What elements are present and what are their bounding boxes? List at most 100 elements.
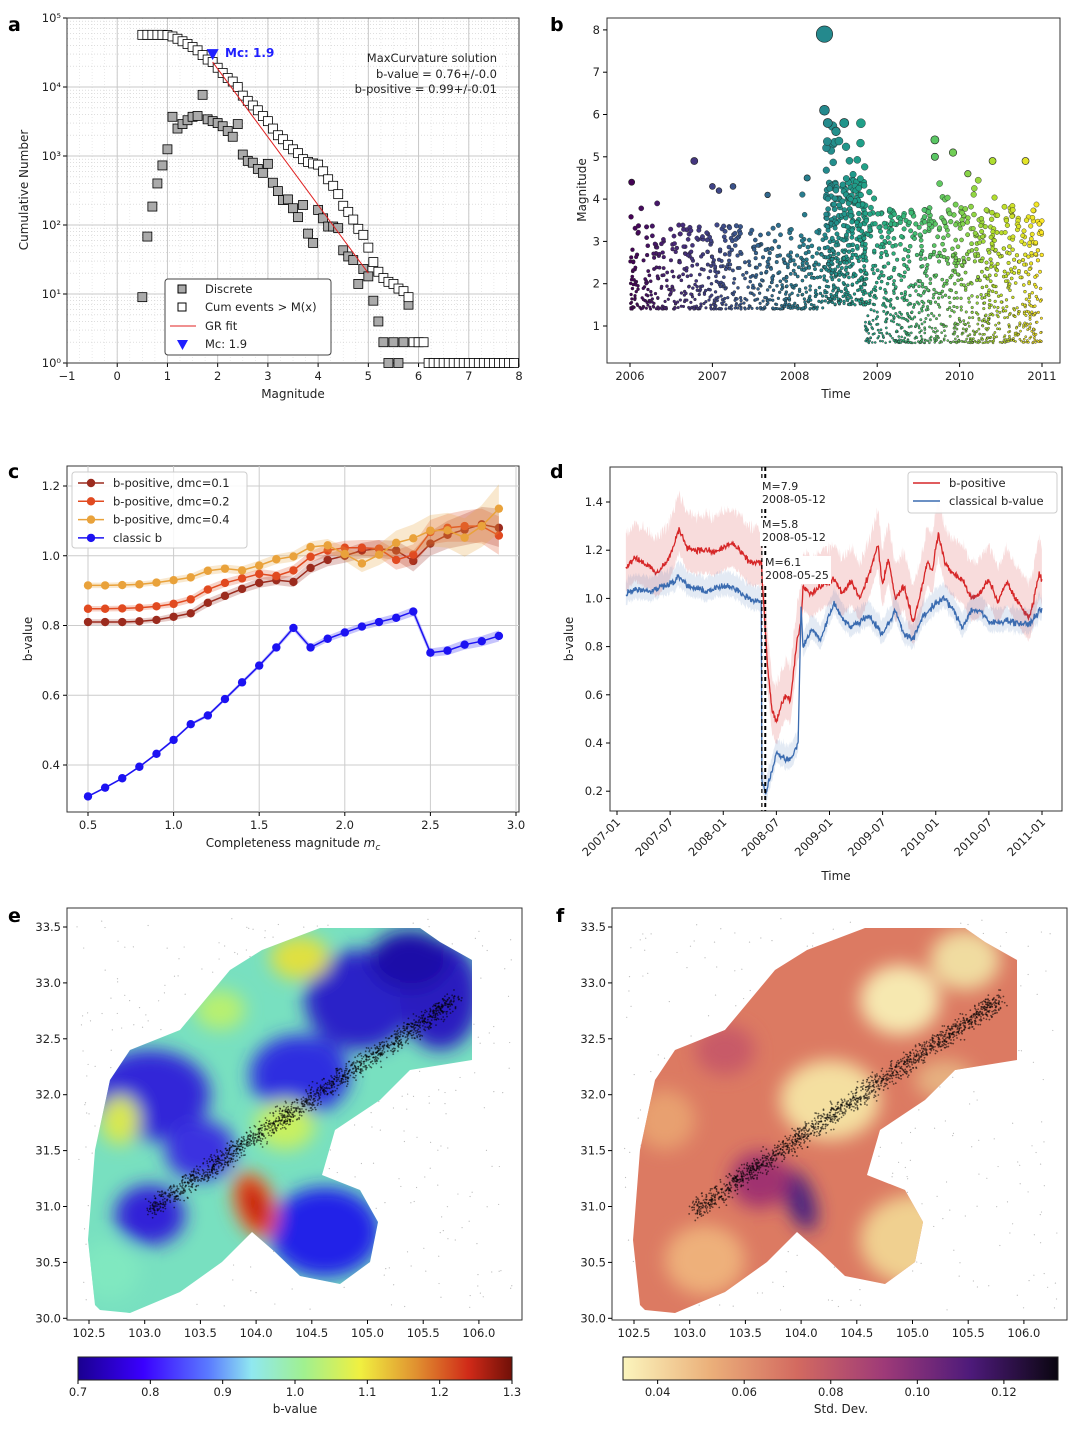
background-event-dot: [469, 1306, 471, 1308]
data-point: [152, 749, 161, 759]
event-point: [881, 303, 885, 307]
event-point: [705, 262, 710, 267]
event-magnitude-label: M=6.1: [765, 556, 801, 569]
cumulative-marker: [323, 174, 334, 185]
event-point: [983, 295, 987, 300]
seismicity-dot: [259, 1131, 262, 1134]
seismicity-dot: [238, 1156, 241, 1159]
seismicity-dot: [321, 1078, 324, 1081]
event-point: [1028, 327, 1032, 330]
event-point: [784, 292, 788, 296]
event-point: [684, 266, 689, 270]
event-point: [707, 298, 711, 302]
event-point: [862, 210, 869, 217]
seismicity-dot: [359, 1064, 362, 1067]
data-point: [135, 603, 144, 612]
event-point: [714, 222, 720, 228]
event-point: [940, 340, 943, 344]
seismicity-dot: [395, 1032, 397, 1035]
data-point: [426, 526, 435, 535]
background-event-dot: [920, 1262, 922, 1264]
seismicity-dot: [281, 1116, 284, 1119]
event-point: [790, 284, 795, 289]
data-point: [289, 577, 298, 587]
seismicity-dot: [261, 1124, 263, 1127]
seismicity-dot: [159, 1206, 162, 1209]
event-point: [832, 225, 838, 231]
seismicity-dot: [209, 1171, 211, 1174]
cumulative-marker: [212, 62, 223, 73]
event-point: [850, 261, 855, 266]
discrete-marker: [293, 212, 303, 223]
seismicity-dot: [360, 1054, 363, 1057]
event-point: [915, 336, 919, 340]
event-point: [934, 290, 938, 295]
event-point: [1001, 203, 1008, 210]
event-point: [646, 303, 650, 307]
background-event-dot: [250, 1266, 252, 1268]
background-event-dot: [392, 1107, 395, 1109]
event-point: [833, 242, 839, 248]
event-point: [952, 201, 959, 208]
background-event-dot: [428, 1095, 430, 1098]
event-point: [843, 268, 848, 272]
seismicity-dot: [383, 1043, 386, 1046]
seismicity-dot: [360, 1062, 362, 1064]
seismicity-dot: [211, 1159, 213, 1162]
seismicity-dot: [208, 1158, 210, 1160]
event-point: [1009, 276, 1014, 281]
seismicity-dot: [359, 1071, 362, 1074]
seismicity-dot: [173, 1185, 176, 1188]
panel-d: d M=7.92008-05-12M=5.82008-05-12M=6.1200…: [550, 461, 1063, 883]
event-point: [729, 304, 734, 308]
background-event-dot: [274, 1303, 276, 1305]
event-point: [772, 238, 778, 244]
x-tick-label: 1: [164, 369, 171, 383]
event-point: [969, 248, 975, 253]
event-point: [975, 278, 979, 283]
event-point: [883, 224, 889, 230]
x-tick-label: 1.0: [164, 818, 182, 832]
fit-annotation-title: MaxCurvature solution: [367, 51, 497, 65]
background-event-dot: [444, 1091, 446, 1094]
event-point: [777, 270, 782, 275]
event-point: [682, 299, 687, 304]
data-point: [255, 578, 264, 588]
event-point: [1036, 221, 1042, 227]
seismicity-dot: [224, 1152, 227, 1154]
seismicity-dot: [220, 1154, 223, 1157]
event-point: [876, 336, 880, 340]
seismicity-dot: [381, 1041, 384, 1043]
seismicity-dot: [153, 1200, 156, 1203]
background-event-dot: [88, 1113, 90, 1115]
background-event-dot: [249, 956, 251, 958]
event-point: [846, 243, 851, 248]
event-point: [727, 266, 732, 271]
event-point: [938, 341, 941, 345]
event-point: [757, 291, 762, 295]
event-point: [723, 267, 728, 272]
cumulative-marker: [338, 200, 349, 211]
event-point: [998, 340, 1002, 344]
seismicity-dot: [416, 1024, 419, 1027]
seismicity-dot: [281, 1118, 283, 1121]
data-point: [118, 617, 127, 627]
event-point: [934, 334, 938, 338]
event-point: [959, 217, 965, 223]
seismicity-dot: [156, 1208, 159, 1210]
seismicity-dot: [279, 1107, 281, 1110]
event-point: [876, 224, 882, 230]
event-point: [831, 289, 835, 293]
data-point: [203, 566, 213, 575]
event-point: [1019, 239, 1024, 244]
seismicity-dot: [433, 1011, 435, 1014]
background-event-dot: [384, 1201, 386, 1204]
event-point: [698, 287, 703, 292]
event-point: [847, 275, 851, 280]
panel-label: f: [556, 905, 565, 927]
background-event-dot: [184, 993, 186, 995]
event-point: [907, 331, 910, 335]
seismicity-dot: [269, 1112, 272, 1114]
event-point: [656, 305, 660, 309]
seismicity-dot: [177, 1195, 179, 1198]
